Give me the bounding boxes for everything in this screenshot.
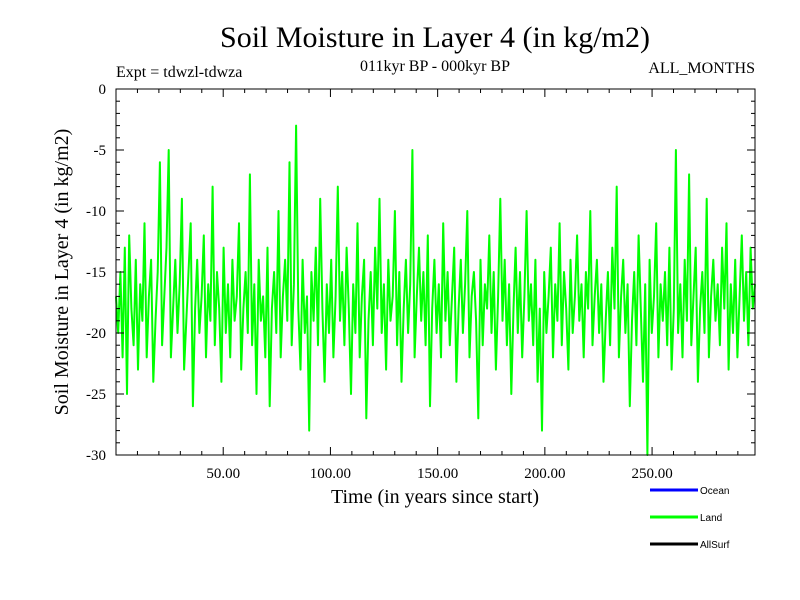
- series-line-land: [115, 124, 756, 456]
- x-tick-label: 250.00: [631, 466, 672, 482]
- y-tick-label: -10: [86, 204, 106, 220]
- period-label: ALL_MONTHS: [648, 60, 755, 77]
- x-axis-label: Time (in years since start): [331, 486, 539, 508]
- y-tick-label: -5: [94, 143, 107, 159]
- y-axis: 0 -5 -10 -15 -20 -25 -30: [86, 82, 755, 464]
- legend: Ocean Land AllSurf: [650, 486, 730, 551]
- y-tick-label: -30: [86, 448, 106, 464]
- legend-label-land: Land: [700, 513, 722, 524]
- legend-label-allsurf: AllSurf: [700, 540, 730, 551]
- experiment-label: Expt = tdwzl-tdwza: [116, 64, 242, 81]
- y-tick-label: -15: [86, 265, 106, 281]
- x-tick-label: 50.00: [206, 466, 240, 482]
- x-axis: 50.00 100.00 150.00 200.00 250.00: [136, 89, 739, 482]
- x-tick-label: 100.00: [310, 466, 351, 482]
- y-axis-label: Soil Moisture in Layer 4 (in kg/m2): [51, 129, 73, 416]
- x-tick-label: 150.00: [417, 466, 458, 482]
- chart-title: Soil Moisture in Layer 4 (in kg/m2): [220, 21, 650, 54]
- y-tick-label: -20: [86, 326, 106, 342]
- y-tick-label: -25: [86, 387, 106, 403]
- y-tick-label: 0: [99, 82, 107, 98]
- legend-label-ocean: Ocean: [700, 486, 729, 497]
- plot-area: [115, 124, 756, 456]
- chart-subtitle: 011kyr BP - 000kyr BP: [360, 58, 510, 75]
- x-tick-label: 200.00: [524, 466, 565, 482]
